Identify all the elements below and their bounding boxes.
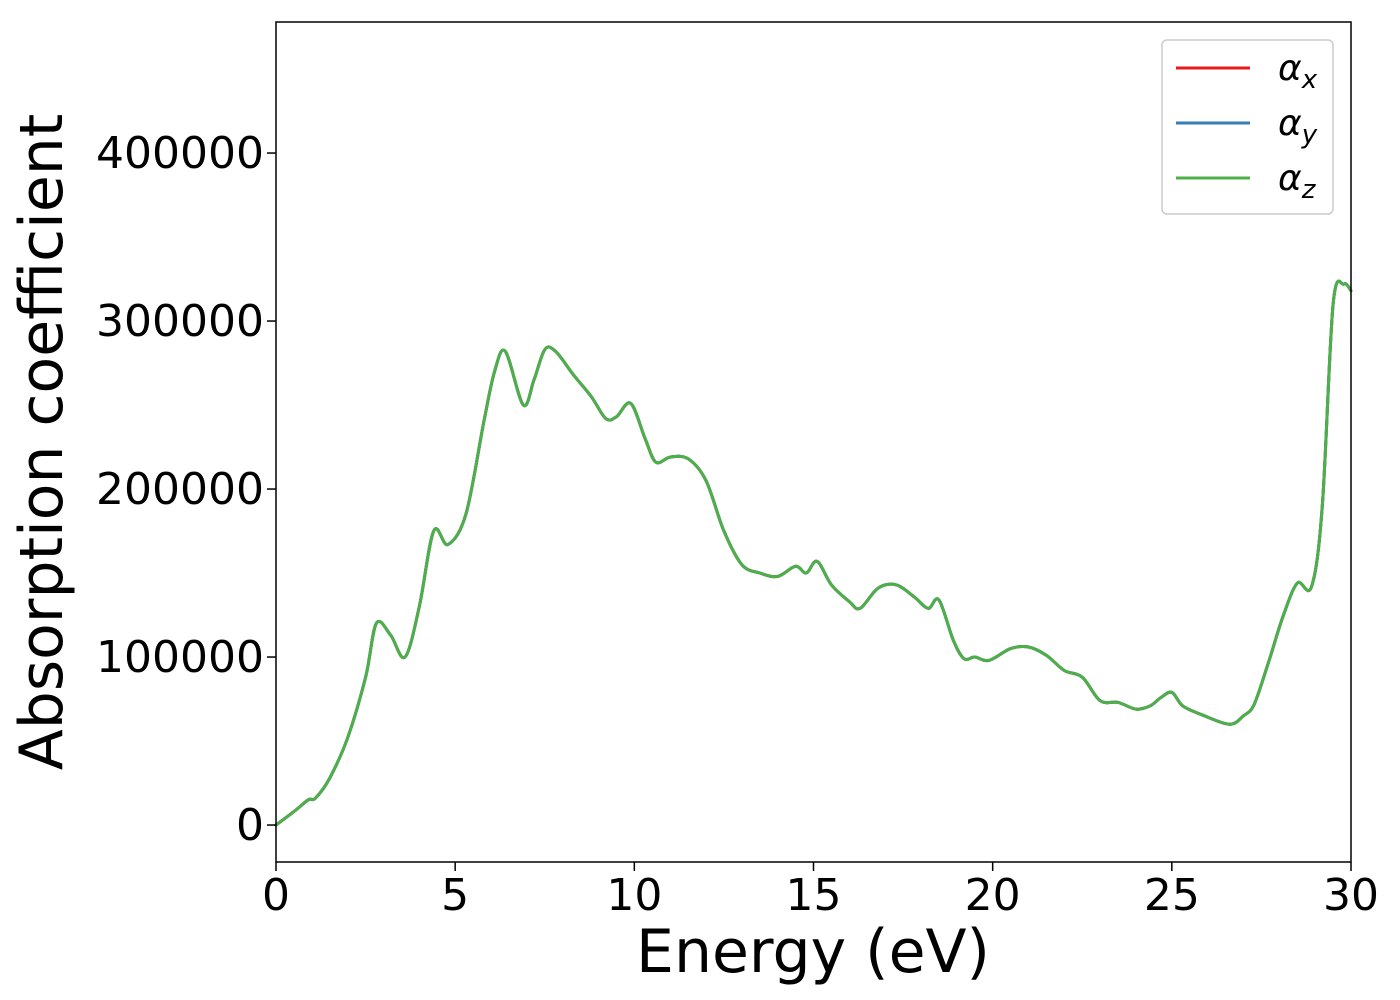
x-tick-label: 30 <box>1323 870 1379 921</box>
y-tick-label: 400000 <box>96 128 264 179</box>
x-tick-label: 25 <box>1144 870 1200 921</box>
legend-label-x: αx <box>1278 48 1318 95</box>
y-axis-title: Absorption coefficient <box>7 114 77 771</box>
legend-label-z: αz <box>1278 158 1317 205</box>
x-axis-title: Energy (eV) <box>636 917 990 987</box>
y-tick-label: 300000 <box>96 296 264 347</box>
x-tick-label: 20 <box>965 870 1021 921</box>
y-tick-label: 0 <box>236 800 264 851</box>
legend-label-y: αy <box>1278 103 1318 150</box>
x-tick-label: 5 <box>441 870 469 921</box>
legend: αx αy αz <box>1161 39 1334 215</box>
x-axis: 0 5 10 15 20 25 30 <box>262 862 1379 921</box>
x-tick-label: 10 <box>606 870 662 921</box>
series-layer <box>274 279 1353 827</box>
x-tick-label: 15 <box>786 870 842 921</box>
legend-box <box>1161 39 1334 215</box>
y-tick-label: 200000 <box>96 464 264 515</box>
series-line-z <box>274 279 1353 827</box>
y-tick-label: 100000 <box>96 632 264 683</box>
y-axis: 0 100000 200000 300000 400000 <box>96 128 276 851</box>
x-tick-label: 0 <box>262 870 290 921</box>
